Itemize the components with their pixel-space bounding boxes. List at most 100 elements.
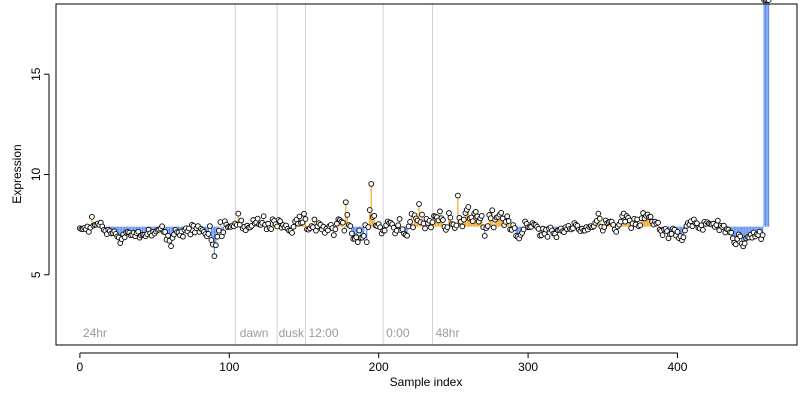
data-point xyxy=(235,210,242,217)
y-axis-title: Expression xyxy=(10,144,24,203)
y-tick-label: 10 xyxy=(29,168,43,182)
data-point xyxy=(301,210,307,217)
data-point xyxy=(260,213,267,220)
data-point xyxy=(511,225,518,231)
data-point xyxy=(741,240,748,247)
data-point xyxy=(186,225,192,232)
data-point xyxy=(331,232,337,238)
data-point xyxy=(354,239,361,245)
y-axis: 5 10 15 xyxy=(29,67,50,278)
data-point xyxy=(211,253,218,259)
data-point xyxy=(737,233,744,240)
section-label: 12:00 xyxy=(308,326,338,340)
plot-frame xyxy=(55,3,798,346)
data-point xyxy=(381,227,388,234)
data-point xyxy=(347,223,354,229)
data-point xyxy=(481,233,488,239)
data-point xyxy=(368,181,375,187)
data-point xyxy=(628,225,635,231)
data-point xyxy=(89,213,95,220)
data-point xyxy=(268,226,274,232)
data-point xyxy=(465,204,472,210)
data-point xyxy=(353,234,360,241)
data-point xyxy=(405,223,412,230)
data-point xyxy=(459,223,466,230)
section-label: 24hr xyxy=(83,326,107,340)
data-point xyxy=(655,219,661,226)
data-point xyxy=(366,207,373,213)
data-point xyxy=(187,231,194,238)
data-point xyxy=(437,208,443,215)
data-points xyxy=(77,0,772,259)
x-tick-label: 400 xyxy=(667,360,687,374)
data-point xyxy=(428,224,434,231)
y-tick-label: 5 xyxy=(29,271,43,278)
data-point xyxy=(360,233,367,239)
data-point xyxy=(356,227,363,234)
data-point xyxy=(419,211,425,218)
data-point xyxy=(505,218,512,224)
data-point xyxy=(396,216,403,222)
data-point xyxy=(447,214,454,221)
data-point xyxy=(302,216,309,222)
data-point xyxy=(395,222,401,229)
data-point xyxy=(469,218,476,225)
section-label: 48hr xyxy=(435,326,459,340)
data-point xyxy=(759,232,766,238)
data-point xyxy=(728,229,735,236)
data-point xyxy=(601,224,608,230)
data-point xyxy=(544,234,551,240)
data-point xyxy=(342,199,349,206)
data-point xyxy=(348,230,355,237)
data-point xyxy=(455,192,461,199)
data-point xyxy=(714,217,721,224)
data-point xyxy=(444,224,451,231)
data-point xyxy=(159,223,165,230)
data-point xyxy=(290,224,297,230)
data-point xyxy=(478,212,485,219)
data-point xyxy=(732,241,739,248)
data-point xyxy=(595,210,602,217)
section-label: dusk xyxy=(279,326,305,340)
x-axis: 0 100 200 300 400 xyxy=(77,352,688,374)
data-point xyxy=(365,224,372,230)
data-point xyxy=(472,208,479,215)
data-point xyxy=(339,219,346,226)
data-point xyxy=(682,227,688,234)
data-point xyxy=(407,218,413,225)
data-point xyxy=(446,210,452,216)
data-point xyxy=(765,0,772,3)
y-tick-label: 15 xyxy=(29,67,43,81)
data-point xyxy=(207,223,213,229)
data-point xyxy=(311,216,318,223)
data-point xyxy=(344,211,351,218)
data-point xyxy=(440,217,446,223)
data-point xyxy=(659,232,666,238)
data-point xyxy=(165,232,171,239)
data-point xyxy=(520,226,527,233)
data-point xyxy=(363,239,370,245)
data-point xyxy=(168,243,174,249)
data-point xyxy=(498,209,505,216)
x-tick-label: 200 xyxy=(369,360,389,374)
section-dividers xyxy=(234,4,433,345)
data-point xyxy=(217,219,224,225)
data-point xyxy=(553,234,560,241)
data-point xyxy=(637,222,643,229)
data-point xyxy=(700,227,706,233)
data-point xyxy=(429,219,436,226)
data-point xyxy=(504,213,511,220)
data-point xyxy=(205,231,212,237)
data-point xyxy=(254,215,261,222)
data-point xyxy=(162,229,168,235)
section-label: dawn xyxy=(240,326,269,340)
x-tick-label: 0 xyxy=(77,360,84,374)
data-point xyxy=(647,213,654,220)
data-point xyxy=(289,230,295,236)
data-point xyxy=(371,212,378,219)
data-point xyxy=(404,232,410,239)
data-point xyxy=(453,222,460,229)
data-point xyxy=(238,217,245,224)
data-point xyxy=(460,216,467,223)
